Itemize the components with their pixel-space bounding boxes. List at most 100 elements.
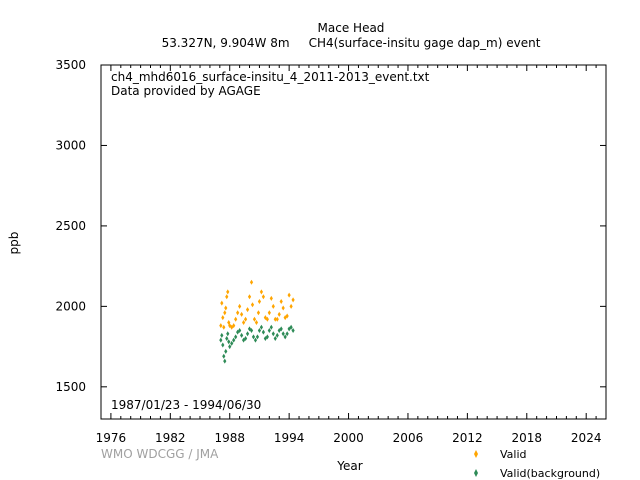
series-layer — [219, 279, 295, 364]
data-point — [271, 331, 275, 337]
plot-area — [100, 64, 607, 420]
axis-layer: 1500 2000 2500 3000 3500 1976 1982 1988 1994 2000… — [55, 58, 607, 445]
x-tick-label: 1994 — [274, 431, 305, 445]
data-point — [238, 328, 242, 333]
data-point — [219, 323, 223, 329]
data-point — [289, 303, 293, 309]
data-point — [249, 279, 254, 285]
chart-title: Mace Head — [318, 21, 385, 35]
data-point — [261, 329, 265, 335]
data-point — [220, 300, 224, 306]
data-point — [228, 344, 232, 350]
data-point — [240, 332, 244, 338]
x-axis-label: Year — [336, 459, 362, 473]
legend-label-valid-background: Valid(background) — [500, 467, 600, 480]
data-point — [281, 305, 285, 311]
data-point — [269, 324, 273, 330]
data-point — [279, 299, 283, 305]
data-point — [267, 328, 271, 333]
x-tick-label: 1982 — [155, 431, 186, 445]
data-point — [250, 302, 255, 308]
data-point — [255, 334, 260, 340]
data-point — [261, 294, 265, 300]
x-tick-label: 2024 — [571, 431, 602, 445]
series-valid — [219, 279, 295, 330]
data-point — [256, 310, 261, 316]
data-point — [236, 310, 240, 316]
y-tick-label: 3500 — [55, 58, 86, 72]
data-point — [277, 311, 281, 317]
data-point — [241, 319, 246, 325]
data-point — [223, 358, 227, 364]
data-point — [291, 297, 295, 303]
data-point — [254, 319, 259, 325]
y-tick-label: 1500 — [55, 380, 86, 394]
data-point — [287, 292, 291, 298]
data-point — [234, 334, 238, 340]
data-point — [265, 334, 269, 340]
data-point — [221, 342, 225, 348]
data-point — [259, 289, 264, 295]
x-tick-label: 2000 — [333, 431, 364, 445]
data-point — [222, 353, 226, 359]
y-tick-label: 2000 — [55, 299, 86, 313]
chart-subtitle: 53.327N, 9.904W 8m CH4(surface-insitu ga… — [162, 36, 541, 50]
y-axis-label: ppb — [7, 232, 21, 255]
data-point — [234, 316, 238, 322]
data-point — [247, 294, 252, 300]
data-point — [259, 324, 264, 330]
data-point — [267, 310, 271, 316]
data-point — [281, 331, 285, 337]
data-point — [225, 294, 229, 300]
legend-label-valid: Valid — [500, 448, 527, 461]
data-point — [291, 328, 295, 333]
data-point — [245, 307, 250, 313]
legend-marker-valid — [474, 450, 478, 458]
data-point — [279, 326, 283, 332]
series-valid-background — [219, 324, 295, 364]
data-point — [230, 340, 234, 346]
data-point — [265, 316, 269, 322]
x-tick-label: 1988 — [214, 431, 245, 445]
data-point — [240, 311, 244, 317]
data-point — [243, 316, 248, 322]
data-point — [220, 332, 224, 338]
data-point — [223, 310, 227, 316]
data-point — [221, 315, 225, 321]
data-point — [227, 339, 231, 345]
data-filename: ch4_mhd6016_surface-insitu_4_2011-2013_e… — [111, 70, 430, 84]
data-point — [224, 305, 228, 311]
data-point — [252, 316, 257, 322]
data-point — [283, 334, 287, 340]
data-point — [289, 324, 293, 330]
data-point — [271, 303, 275, 309]
data-period: 1987/01/23 - 1994/06/30 — [111, 398, 261, 412]
data-point — [251, 334, 256, 340]
x-tick-label: 2012 — [452, 431, 483, 445]
data-point — [275, 332, 279, 338]
data-point — [257, 328, 262, 333]
data-point — [243, 336, 248, 342]
data-point — [245, 331, 250, 337]
data-point — [285, 313, 289, 319]
data-point — [275, 316, 279, 322]
data-point — [257, 299, 262, 305]
data-point — [269, 295, 273, 301]
x-tick-label: 2006 — [393, 431, 424, 445]
data-point — [232, 337, 236, 343]
data-point — [224, 348, 228, 354]
x-tick-label: 2018 — [512, 431, 543, 445]
data-point — [226, 331, 230, 337]
data-point — [273, 336, 277, 342]
y-tick-label: 2500 — [55, 219, 86, 233]
legend: Valid Valid(background) — [474, 448, 600, 480]
data-point — [285, 331, 289, 337]
data-point — [219, 337, 223, 343]
data-point — [225, 336, 229, 342]
data-point — [249, 328, 254, 333]
x-tick-label: 1976 — [96, 431, 127, 445]
data-point — [273, 316, 277, 322]
data-point — [226, 289, 230, 295]
legend-marker-valid-background — [474, 469, 478, 477]
data-provider: Data provided by AGAGE — [111, 84, 261, 98]
